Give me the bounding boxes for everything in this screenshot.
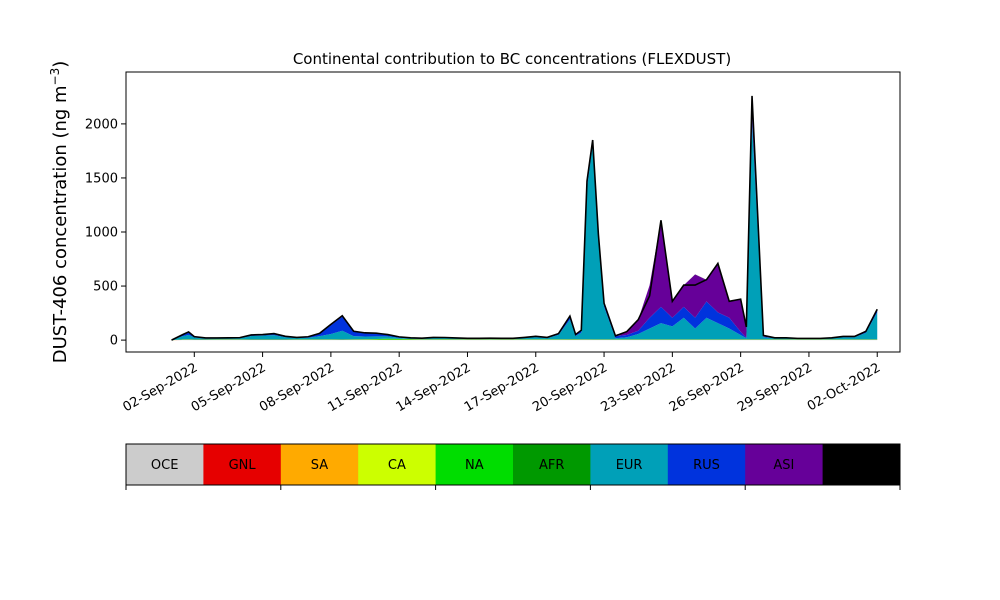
- legend-label-rus: RUS: [693, 458, 720, 473]
- area-ca: [171, 339, 878, 341]
- legend-swatch-eur: [590, 444, 669, 485]
- x-tick-label: 20-Sep-2022: [530, 360, 610, 415]
- x-tick-label: 02-Sep-2022: [120, 360, 200, 415]
- legend-swatch-gnl: [203, 444, 282, 485]
- x-tick-label: 29-Sep-2022: [735, 360, 815, 415]
- legend-colorbar: OCE GNL SA CA NA AFR EUR RUS ASI AUS: [125, 443, 901, 490]
- x-tick-label: 02-Oct-2022: [805, 360, 883, 414]
- y-tick-label: 2000: [85, 117, 118, 132]
- y-axis: 0 500 1000 1500 2000: [85, 117, 126, 349]
- legend-label-afr: AFR: [539, 458, 564, 473]
- total-line: [171, 95, 878, 341]
- y-axis-label-main: DUST-406 concentration (ng m: [50, 85, 71, 363]
- legend-swatch-ca: [358, 444, 437, 485]
- area-afr: [171, 338, 878, 341]
- y-tick-label: 0: [110, 334, 118, 349]
- x-tick-label: 23-Sep-2022: [599, 360, 679, 415]
- x-tick-label: 17-Sep-2022: [462, 360, 542, 415]
- legend-label-ca: CA: [388, 458, 406, 473]
- x-tick-label: 14-Sep-2022: [394, 360, 474, 415]
- legend-swatch-asi: [745, 444, 824, 485]
- x-tick-label: 08-Sep-2022: [257, 360, 337, 415]
- area-eur: [171, 123, 878, 341]
- y-axis-label-superscript: −3: [48, 68, 62, 86]
- y-tick-label: 1500: [85, 171, 118, 186]
- y-tick-label: 1000: [85, 226, 118, 241]
- legend-swatch-sa: [280, 444, 359, 485]
- legend-label-na: NA: [465, 458, 484, 473]
- legend-swatch-afr: [513, 444, 591, 485]
- area-aus: [171, 96, 878, 341]
- chart-title: Continental contribution to BC concentra…: [293, 50, 731, 68]
- legend-label-eur: EUR: [616, 458, 643, 473]
- legend-label-asi: ASI: [773, 458, 794, 473]
- legend-swatch-rus: [667, 444, 746, 485]
- legend-label-sa: SA: [311, 458, 328, 473]
- legend-swatch-aus: [822, 444, 901, 485]
- legend-frame: [125, 443, 901, 486]
- x-axis: 02-Sep-202205-Sep-202208-Sep-202211-Sep-…: [120, 352, 883, 415]
- legend-swatch-na: [435, 444, 514, 485]
- legend-label-aus: AUS: [848, 458, 875, 473]
- y-axis-label: DUST-406 concentration (ng m−3): [48, 61, 71, 364]
- legend-swatch-oce: [126, 444, 204, 485]
- y-tick-label: 500: [93, 280, 118, 295]
- legend-label-oce: OCE: [151, 458, 179, 473]
- axes-frame: [125, 71, 901, 353]
- y-axis-label-close: ): [50, 61, 71, 68]
- legend-label-gnl: GNL: [229, 458, 257, 473]
- stacked-areas: [171, 96, 878, 341]
- area-na: [171, 338, 878, 341]
- area-rus: [171, 117, 878, 341]
- x-tick-label: 11-Sep-2022: [325, 360, 405, 415]
- x-tick-label: 05-Sep-2022: [189, 360, 269, 415]
- area-asi: [171, 96, 878, 341]
- plot-area: [125, 71, 901, 353]
- x-tick-label: 26-Sep-2022: [667, 360, 747, 415]
